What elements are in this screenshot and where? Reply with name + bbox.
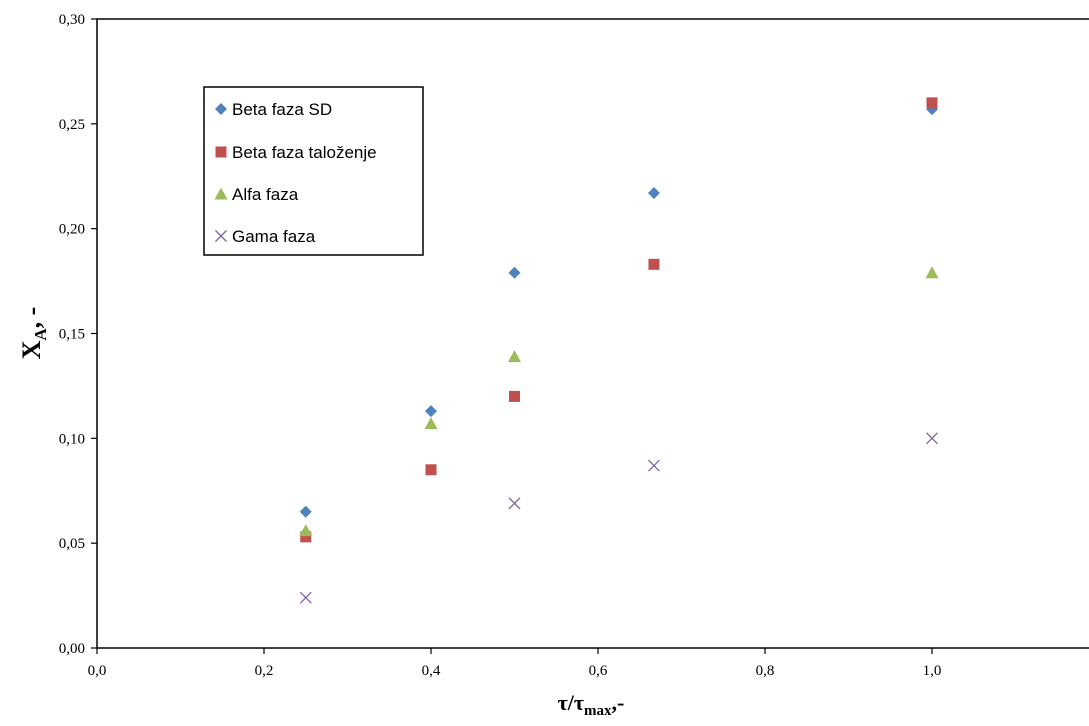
- legend-marker-series-0: [215, 103, 227, 115]
- y-axis-title-main: X: [17, 340, 46, 359]
- x-axis-title-sub: max: [584, 703, 612, 719]
- data-point-series-1: [300, 531, 312, 543]
- x-tick-label: 0,6: [589, 663, 608, 679]
- data-point-series-2: [299, 524, 313, 537]
- data-point-series-0: [425, 405, 437, 418]
- y-axis-title: XA, -: [17, 307, 50, 360]
- legend-marker-series-1: [215, 146, 227, 158]
- x-tick-label: 1,0: [923, 663, 942, 679]
- y-axis-title-suffix: , -: [17, 307, 46, 329]
- y-tick-label: 0,20: [59, 222, 85, 238]
- data-point-series-1: [425, 464, 437, 476]
- data-point-series-3: [508, 497, 521, 510]
- y-tick-label: 0,15: [59, 327, 85, 343]
- data-points: [299, 97, 939, 604]
- data-point-series-3: [647, 459, 660, 472]
- x-axis-title: τ/τmax,-: [558, 690, 625, 719]
- data-point-series-0: [299, 505, 312, 518]
- legend-marker-series-2: [214, 187, 228, 200]
- data-point-series-1: [509, 390, 520, 402]
- data-point-series-0: [508, 266, 521, 279]
- x-axis-title-suffix: ,-: [612, 690, 625, 715]
- y-tick-label: 0,30: [59, 12, 85, 28]
- y-tick-label: 0,05: [59, 536, 85, 552]
- x-axis-title-main: τ/τ: [558, 690, 584, 715]
- legend: Beta faza SD Beta faza taloženje Alfa fa…: [203, 86, 424, 256]
- legend-marker-series-3: [215, 230, 227, 242]
- x-tick-label: 0,0: [88, 663, 107, 679]
- data-point-series-1: [648, 258, 660, 270]
- data-point-series-1: [926, 97, 938, 109]
- data-point-series-2: [925, 266, 939, 279]
- x-tick-label: 0,8: [756, 663, 775, 679]
- legend-markers: [214, 103, 228, 242]
- legend-label-beta-talozenje: Beta faza taloženje: [232, 143, 377, 162]
- data-point-series-0: [647, 187, 660, 200]
- data-point-series-3: [926, 432, 938, 445]
- legend-box: [203, 86, 424, 256]
- data-point-series-3: [299, 591, 312, 604]
- data-point-series-2: [508, 350, 521, 363]
- legend-label-beta-sd: Beta faza SD: [232, 100, 332, 119]
- data-point-series-2: [424, 417, 438, 430]
- x-axis-ticks: 0,0 0,2 0,4 0,6 0,8 1,0: [88, 648, 942, 679]
- x-tick-label: 0,4: [422, 663, 441, 679]
- legend-label-alfa: Alfa faza: [232, 185, 299, 204]
- legend-label-gama: Gama faza: [232, 227, 316, 246]
- y-tick-label: 0,10: [59, 431, 85, 447]
- y-tick-label: 0,00: [59, 641, 85, 657]
- y-tick-label: 0,25: [59, 117, 85, 133]
- x-tick-label: 0,2: [255, 663, 274, 679]
- y-axis-title-sub: A: [31, 328, 50, 341]
- y-axis-ticks: 0,00 0,05 0,10 0,15 0,20 0,25 0,30: [59, 12, 97, 657]
